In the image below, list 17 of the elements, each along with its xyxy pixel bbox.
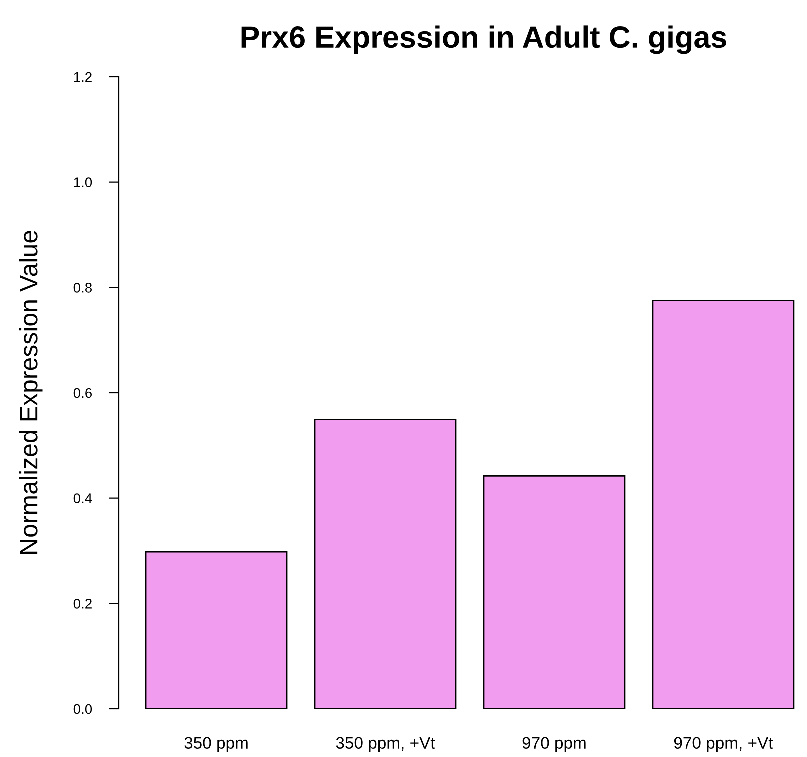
- x-tick-label: 970 ppm: [522, 737, 586, 752]
- bar: [314, 419, 457, 709]
- y-tick-label: 0.8: [74, 283, 92, 293]
- y-tick-label: 0.6: [74, 388, 92, 398]
- y-axis-title: Normalized Expression Value: [19, 231, 43, 554]
- x-tick-label: 350 ppm, +Vt: [336, 737, 436, 752]
- y-tick-label: 0.0: [74, 704, 92, 714]
- x-tick-label: 970 ppm, +Vt: [674, 737, 774, 752]
- y-tick-label: 0.4: [74, 494, 92, 504]
- y-tick-label: 0.2: [74, 599, 92, 609]
- chart-title: Prx6 Expression in Adult C. gigas: [242, 26, 726, 54]
- x-tick-label: 350 ppm: [184, 737, 248, 752]
- bar: [652, 300, 795, 709]
- y-tick-label: 1.0: [74, 178, 92, 188]
- bar: [483, 476, 626, 709]
- y-tick-label: 1.2: [74, 72, 92, 82]
- bar: [145, 551, 288, 709]
